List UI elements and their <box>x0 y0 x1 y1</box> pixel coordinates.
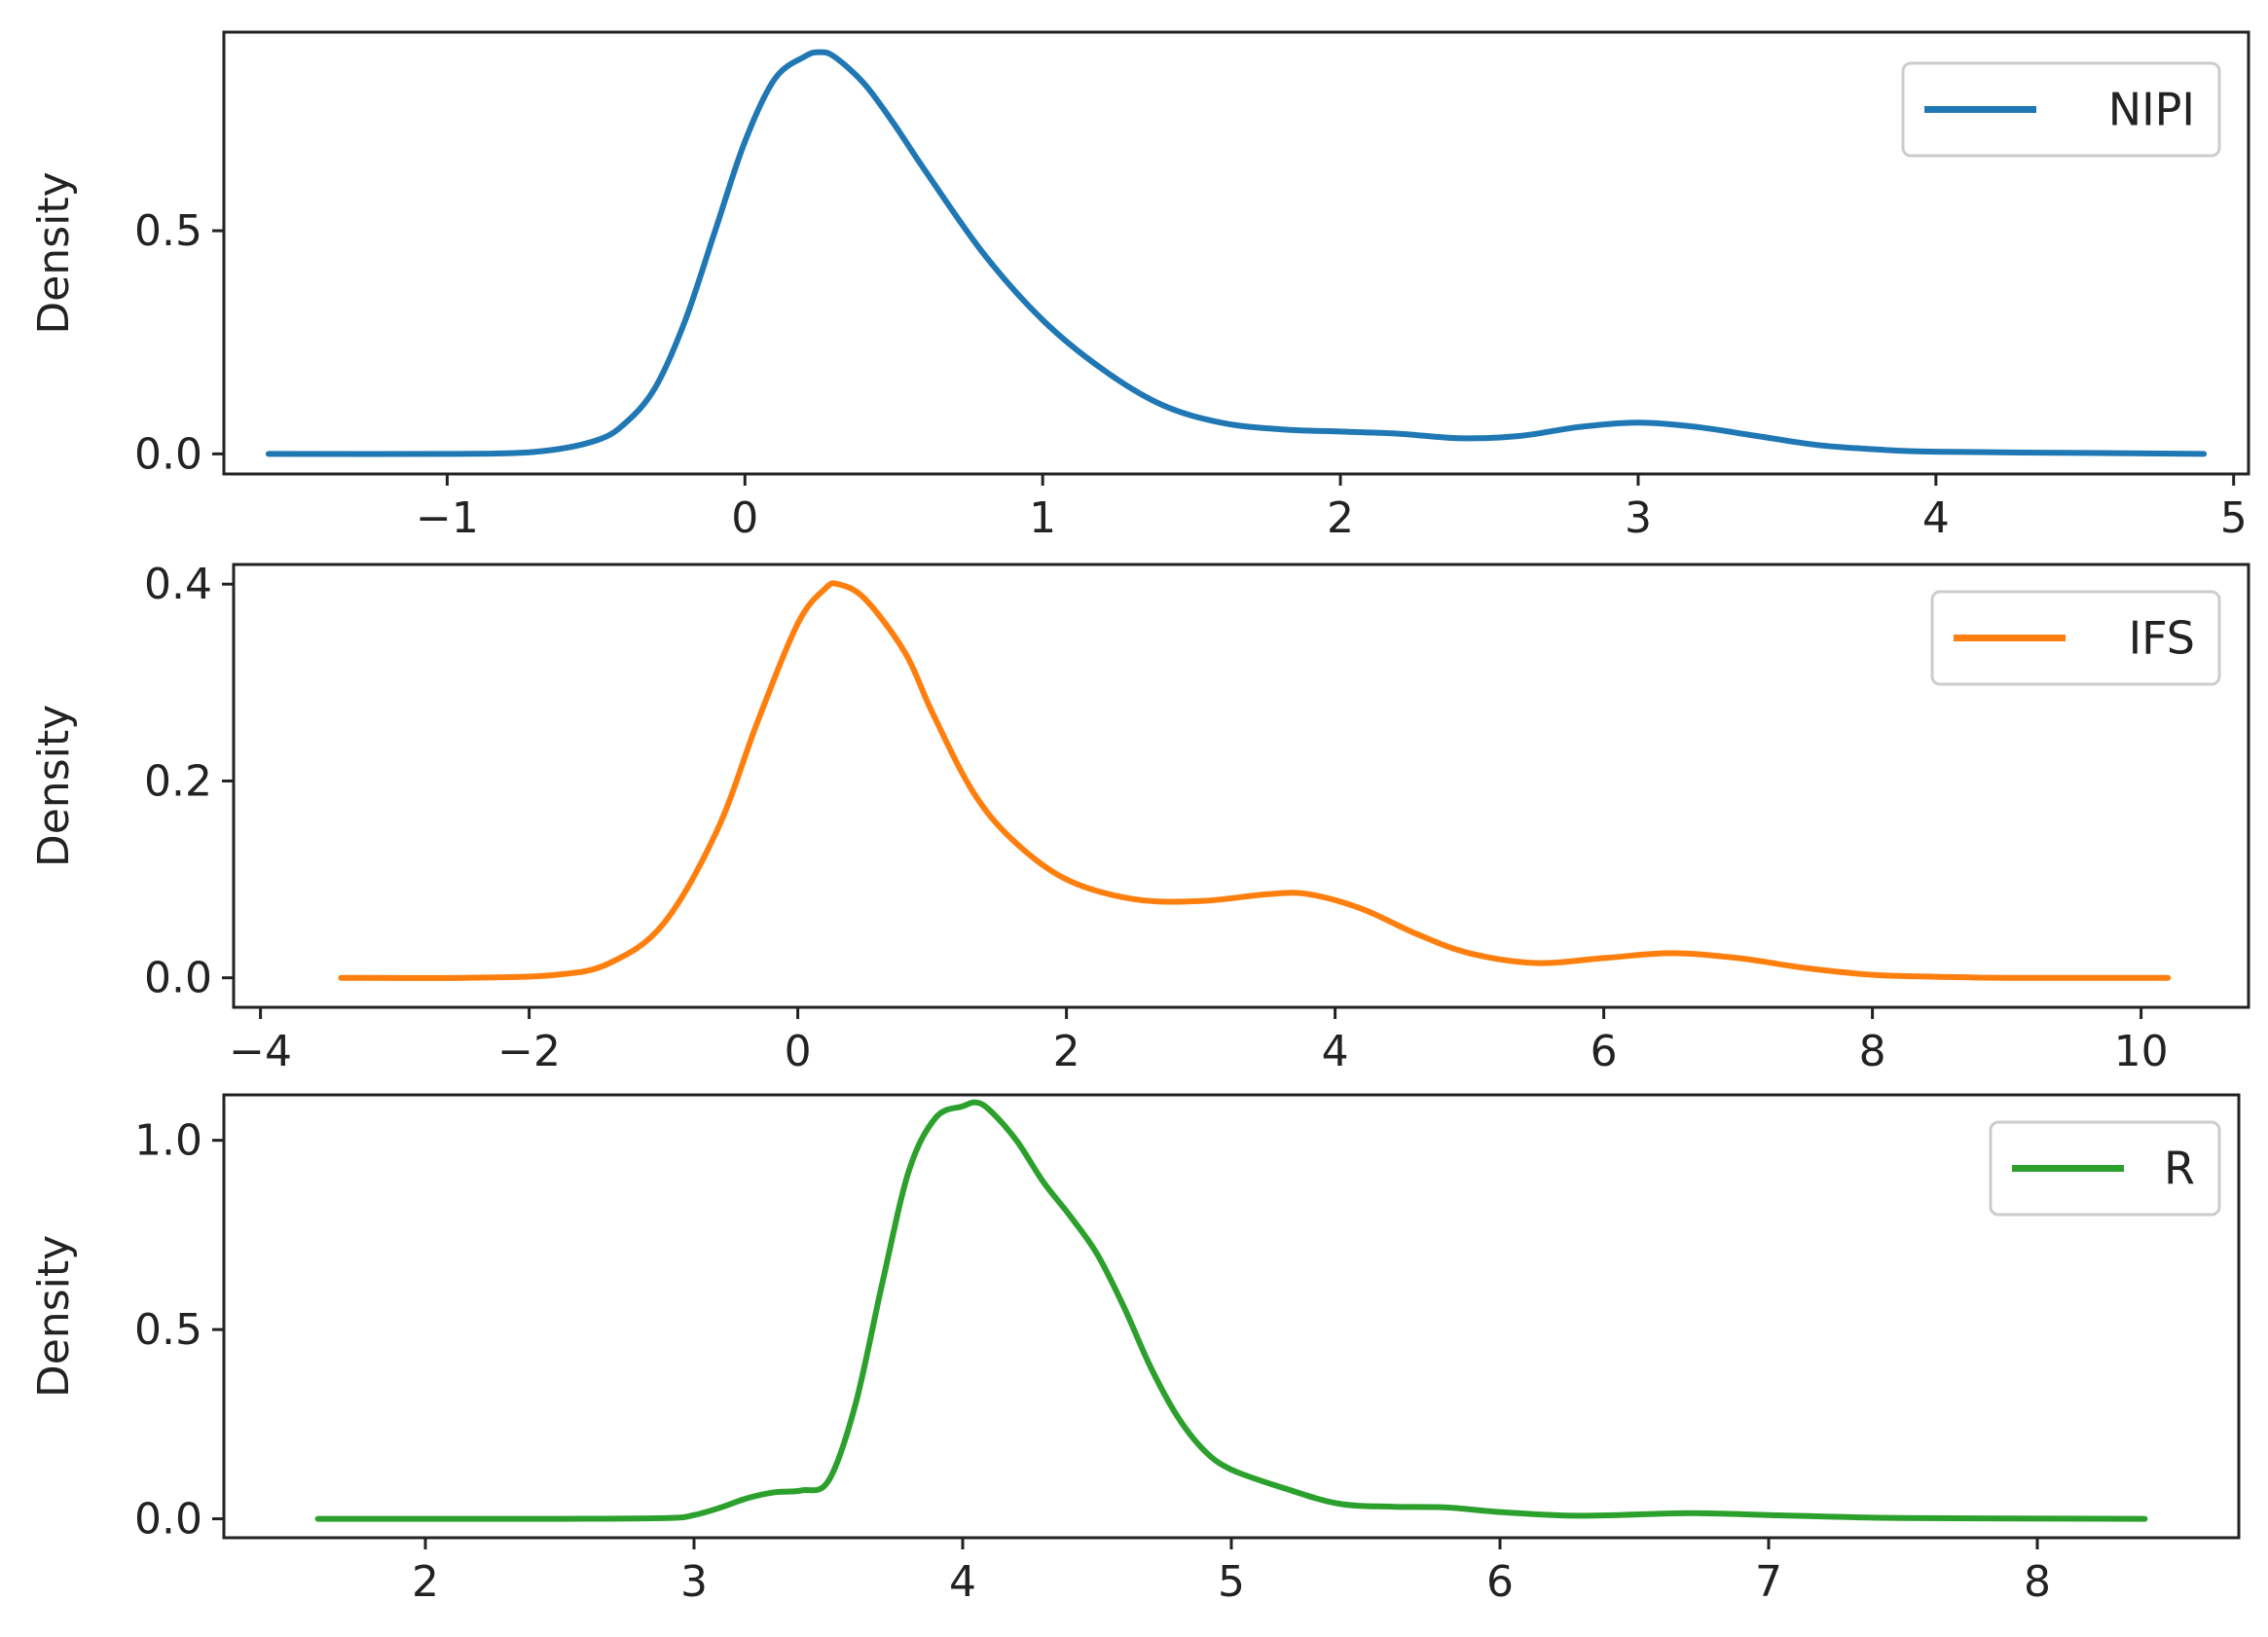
y-tick-label: 0.0 <box>134 1495 202 1545</box>
y-tick-label: 0.2 <box>144 756 212 806</box>
x-tick-label: 10 <box>2114 1027 2169 1076</box>
x-tick-label: 2 <box>1053 1027 1080 1076</box>
x-tick-label: 4 <box>1322 1027 1349 1076</box>
x-tick-label: 5 <box>2220 493 2248 543</box>
legend: IFS <box>1930 590 2221 686</box>
y-tick-label: 0.0 <box>144 954 212 1003</box>
x-tick-label: 8 <box>2024 1557 2051 1607</box>
y-axis-label: Density <box>29 1235 79 1398</box>
y-axis-label: Density <box>29 171 79 334</box>
y-axis-label: Density <box>29 705 79 867</box>
x-tick-label: 0 <box>785 1027 812 1076</box>
axes-frame <box>232 563 2250 1009</box>
x-tick-label: 2 <box>1327 493 1354 543</box>
subplot-r: 2 3 4 5 6 7 8 0.0 0.5 1.0 Density R <box>29 1093 2241 1607</box>
x-tick-label: −1 <box>416 493 479 543</box>
axes-frame <box>222 30 2250 476</box>
legend: R <box>1989 1120 2221 1217</box>
legend-label-nipi: NIPI <box>2108 84 2195 136</box>
y-tick-label: 0.5 <box>134 206 202 256</box>
x-tick-label: 4 <box>1922 493 1950 543</box>
legend-label-ifs: IFS <box>2129 612 2195 665</box>
legend: NIPI <box>1901 61 2221 158</box>
y-tick-label: 0.0 <box>134 429 202 479</box>
x-tick-label: 3 <box>680 1557 708 1607</box>
x-tick-label: 7 <box>1755 1557 1782 1607</box>
x-tick-label: 6 <box>1486 1557 1514 1607</box>
series-line-r <box>314 1099 2148 1522</box>
x-tick-label: 3 <box>1625 493 1652 543</box>
legend-box <box>1930 590 2221 686</box>
subplot-ifs: −4 −2 0 2 4 6 8 10 0.0 0.2 0.4 Density IFS <box>29 560 2250 1076</box>
x-tick-label: −4 <box>229 1027 292 1076</box>
legend-label-r: R <box>2164 1143 2195 1195</box>
x-tick-label: 6 <box>1591 1027 1618 1076</box>
x-tick-label: 8 <box>1859 1027 1886 1076</box>
subplot-panels: −1 0 1 2 3 4 5 0.0 0.5 Density NIPI −4 −2 0 2 4 6 8 10 0.0 0… <box>29 30 2250 1607</box>
y-tick-label: 1.0 <box>134 1116 202 1166</box>
x-tick-label: 1 <box>1029 493 1056 543</box>
x-tick-label: 0 <box>731 493 758 543</box>
series-line-nipi <box>265 49 2208 457</box>
x-tick-label: −2 <box>497 1027 561 1076</box>
subplot-nipi: −1 0 1 2 3 4 5 0.0 0.5 Density NIPI <box>29 30 2250 543</box>
y-tick-label: 0.4 <box>144 560 212 609</box>
x-tick-label: 4 <box>949 1557 976 1607</box>
legend-box <box>1901 61 2221 158</box>
x-tick-label: 5 <box>1218 1557 1245 1607</box>
series-line-ifs <box>338 580 2172 981</box>
y-tick-label: 0.5 <box>134 1305 202 1355</box>
x-tick-label: 2 <box>412 1557 439 1607</box>
